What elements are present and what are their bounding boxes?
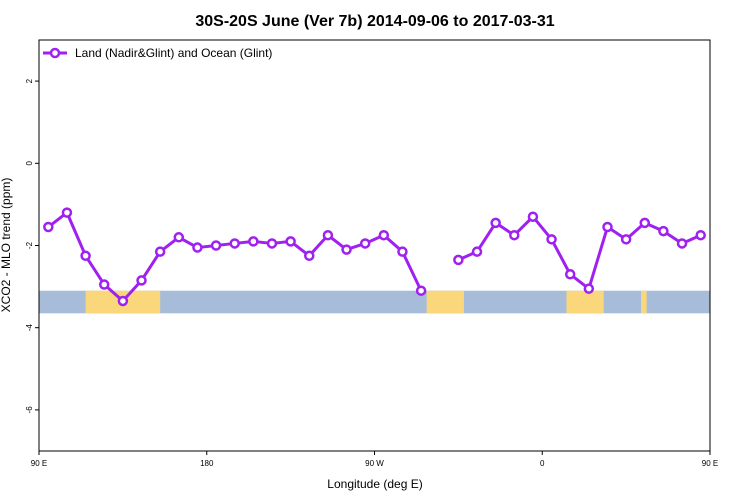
x-tick-label: 0 — [540, 459, 545, 468]
data-point — [620, 234, 632, 245]
y-axis-label: XCO2 - MLO trend (ppm) — [0, 178, 13, 313]
data-point — [154, 246, 166, 257]
y-tick-label: -2 — [25, 241, 34, 249]
data-point — [80, 250, 91, 262]
data-point — [229, 238, 240, 249]
data-point — [546, 234, 557, 245]
y-tick-label: 2 — [25, 78, 34, 83]
data-point — [397, 246, 408, 257]
legend-marker — [49, 47, 61, 59]
data-point — [192, 242, 203, 253]
data-point — [359, 238, 371, 249]
data-point — [136, 275, 147, 286]
data-point — [453, 254, 464, 266]
data-point — [117, 295, 129, 307]
legend: Land (Nadir&Glint) and Ocean (Glint) — [43, 46, 272, 60]
y-tick-label: 0 — [25, 161, 34, 166]
data-point — [527, 211, 539, 222]
x-tick-label: 90 E — [702, 459, 718, 468]
data-point — [322, 229, 334, 241]
series-layer — [43, 207, 706, 307]
legend-label: Land (Nadir&Glint) and Ocean (Glint) — [75, 46, 272, 60]
data-point — [676, 238, 688, 249]
data-point — [471, 246, 483, 257]
x-axis-label: Longitude (deg E) — [327, 477, 422, 491]
data-point — [43, 221, 54, 233]
x-tick-label: 90 E — [31, 459, 47, 468]
data-point — [695, 229, 706, 241]
data-point — [378, 229, 390, 241]
x-tick-label: 180 — [200, 459, 214, 468]
land-patch — [426, 290, 464, 314]
data-point — [266, 238, 278, 249]
data-point — [304, 250, 315, 262]
data-point — [98, 279, 110, 290]
land-patch — [566, 290, 604, 314]
data-point — [248, 236, 259, 247]
plot-frame — [38, 39, 711, 452]
x-tick-label: 90 W — [365, 459, 384, 468]
data-point — [415, 285, 427, 296]
data-point — [210, 240, 222, 251]
data-point — [285, 236, 296, 247]
data-point — [490, 217, 501, 229]
y-tick-label: -4 — [25, 324, 34, 332]
ocean-band — [39, 290, 710, 314]
y-tick-label: -6 — [25, 406, 34, 414]
map-band — [39, 290, 710, 314]
data-point — [509, 229, 520, 241]
data-point — [341, 244, 352, 255]
data-point — [602, 221, 613, 233]
data-point — [583, 283, 595, 294]
data-point — [639, 217, 651, 229]
data-point — [658, 225, 669, 237]
axes: 90 E 180 90 W 0 90 E 2 0 -2 -4 -6 — [25, 39, 718, 468]
data-point — [173, 232, 185, 243]
land-patch — [641, 290, 647, 314]
chart-title: 30S-20S June (Ver 7b) 2014-09-06 to 2017… — [195, 13, 554, 30]
data-point — [564, 269, 576, 280]
data-point — [61, 207, 73, 218]
